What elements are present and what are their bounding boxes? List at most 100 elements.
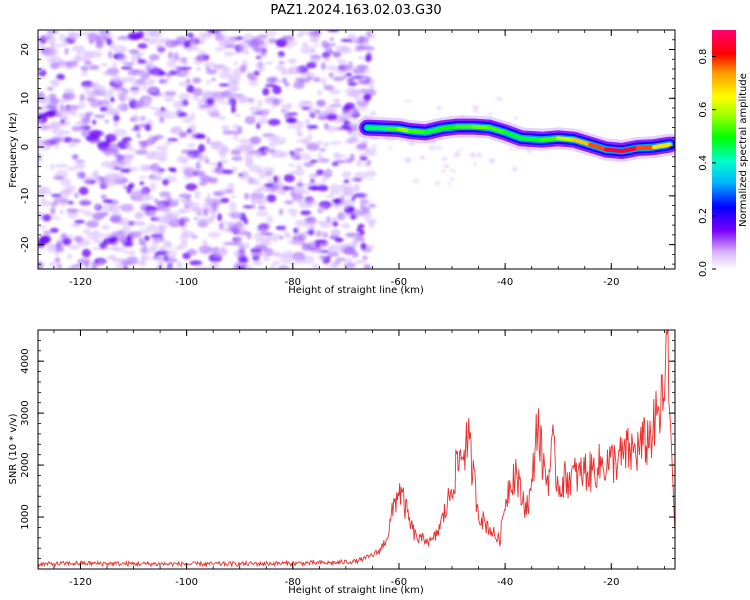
noise-blob xyxy=(120,168,131,173)
noise-blob xyxy=(93,229,100,236)
noise-blob xyxy=(264,148,277,153)
noise-blob xyxy=(159,116,165,124)
noise-blob xyxy=(60,177,71,187)
noise-blob xyxy=(128,182,135,189)
noise-blob xyxy=(217,161,223,168)
noise-blob xyxy=(181,149,195,155)
y-tick-label: 1000 xyxy=(20,504,31,529)
noise-blob xyxy=(233,132,239,141)
noise-blob xyxy=(218,115,227,121)
noise-blob xyxy=(226,183,236,190)
noise-blob xyxy=(52,44,65,48)
noise-blob xyxy=(132,80,141,90)
noise-blob xyxy=(288,163,295,167)
noise-blob xyxy=(303,255,315,264)
noise-blob xyxy=(123,177,129,183)
noise-blob xyxy=(117,258,132,262)
noise-blob xyxy=(101,224,111,230)
noise-blob xyxy=(235,225,246,234)
noise-blob xyxy=(441,156,448,161)
noise-blob xyxy=(256,200,264,205)
noise-blob xyxy=(221,90,232,98)
noise-blob xyxy=(283,231,291,238)
noise-blob xyxy=(198,50,207,57)
noise-blob xyxy=(135,198,146,203)
noise-blob xyxy=(165,242,173,249)
noise-blob xyxy=(261,108,272,113)
noise-blob xyxy=(222,130,235,135)
noise-blob xyxy=(294,219,307,227)
noise-blob xyxy=(332,188,341,196)
noise-blob xyxy=(38,153,42,162)
noise-blob xyxy=(148,245,159,250)
noise-blob xyxy=(202,239,208,249)
noise-blob xyxy=(192,96,199,101)
noise-blob xyxy=(158,246,167,251)
noise-blob xyxy=(283,250,294,258)
noise-blob xyxy=(50,44,56,53)
noise-blob xyxy=(284,200,294,205)
noise-blob xyxy=(257,99,263,108)
noise-blob xyxy=(298,153,312,161)
noise-blob xyxy=(63,237,72,246)
noise-blob xyxy=(197,32,212,37)
noise-blob xyxy=(74,219,86,224)
noise-blob xyxy=(267,118,281,126)
x-tick-label: -80 xyxy=(285,577,301,588)
noise-blob xyxy=(83,228,91,235)
noise-blob xyxy=(56,196,70,203)
noise-blob xyxy=(472,109,479,113)
noise-blob xyxy=(287,239,298,245)
noise-blob xyxy=(355,44,365,51)
noise-blob xyxy=(115,246,124,253)
noise-blob xyxy=(40,235,51,244)
noise-blob xyxy=(279,236,284,240)
noise-blob xyxy=(345,72,352,77)
noise-blob xyxy=(347,122,358,127)
x-tick-label: -100 xyxy=(175,577,198,588)
x-tick-label: -40 xyxy=(497,577,513,588)
noise-blob xyxy=(353,260,367,264)
x-tick-label: -120 xyxy=(69,577,92,588)
noise-blob xyxy=(338,65,346,69)
noise-blob xyxy=(184,205,189,209)
noise-blob xyxy=(49,216,61,220)
noise-blob xyxy=(271,260,281,266)
noise-blob xyxy=(87,33,100,42)
noise-blob xyxy=(74,161,86,170)
noise-blob xyxy=(185,183,198,191)
noise-blob xyxy=(228,201,237,211)
noise-blob xyxy=(317,206,325,211)
noise-blob xyxy=(100,62,108,67)
noise-blob xyxy=(316,157,328,163)
noise-blob xyxy=(73,138,82,143)
noise-blob xyxy=(51,202,58,207)
noise-blob xyxy=(243,217,248,225)
noise-blob xyxy=(359,204,365,211)
colorbar: 0.0 0.2 0.4 0.6 0.8 Normalized spectral ampl… xyxy=(698,30,749,277)
noise-blob xyxy=(142,241,147,247)
noise-blob xyxy=(122,249,128,254)
noise-blob xyxy=(164,141,173,146)
noise-blob xyxy=(272,98,281,106)
noise-blob xyxy=(52,175,65,180)
noise-blob xyxy=(251,111,263,116)
noise-blob xyxy=(348,206,355,212)
noise-blob xyxy=(187,32,194,38)
noise-blob xyxy=(149,163,161,172)
noise-blob xyxy=(404,157,412,164)
noise-blob xyxy=(117,231,127,240)
noise-blob xyxy=(76,173,83,179)
noise-blob xyxy=(213,249,227,257)
noise-blob xyxy=(236,125,243,135)
noise-blob xyxy=(255,152,264,159)
noise-blob xyxy=(153,198,159,204)
ridge-segment xyxy=(635,145,656,150)
noise-blob xyxy=(112,247,119,251)
noise-blob xyxy=(130,116,141,123)
noise-blob xyxy=(340,38,353,43)
ridge-segment xyxy=(651,142,672,150)
noise-blob xyxy=(173,52,179,61)
noise-blob xyxy=(246,143,255,151)
